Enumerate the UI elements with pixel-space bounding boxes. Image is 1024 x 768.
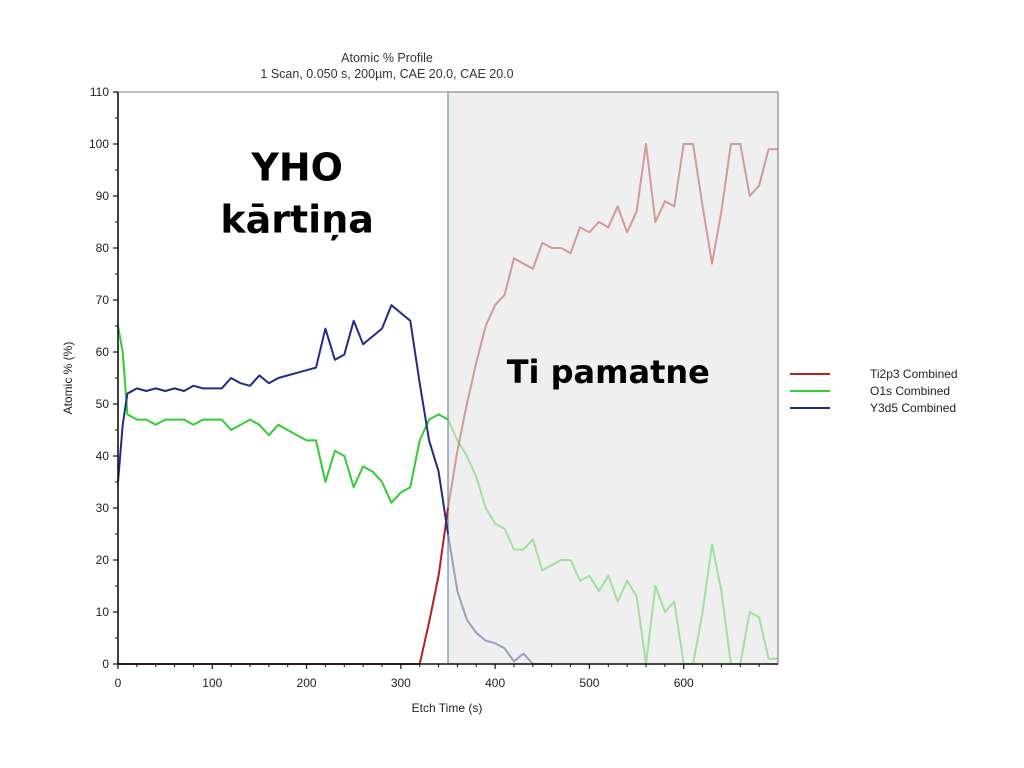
y-tick-label: 100 — [89, 137, 109, 151]
y-tick-label: 10 — [96, 605, 110, 619]
x-axis-label: Etch Time (s) — [412, 701, 483, 715]
y-tick-label: 90 — [96, 189, 110, 203]
y-axis-label: Atomic % (%) — [61, 342, 75, 415]
y-tick-label: 50 — [96, 397, 110, 411]
legend: Ti2p3 Combined O1s Combined Y3d5 Combined — [790, 367, 958, 415]
x-tick-label: 400 — [485, 676, 505, 690]
annotation-layer: YHO kārtiņa Ti pamatne — [220, 145, 709, 391]
legend-label-2: Y3d5 Combined — [870, 401, 956, 415]
substrate-shaded-region — [447, 91, 779, 665]
axes-layer: 0 10 20 30 40 50 60 70 80 90 100 110 0 100 200 300 400 50… — [89, 85, 778, 690]
series-line-0-etch — [118, 507, 449, 665]
x-tick-label: 200 — [297, 676, 317, 690]
y-tick-label: 0 — [102, 657, 109, 671]
x-tick-label: 300 — [391, 676, 411, 690]
chart-title: Atomic % Profile — [341, 51, 433, 65]
y-tick-label: 40 — [96, 449, 110, 463]
series-line-1-substrate — [447, 419, 778, 665]
legend-label-1: O1s Combined — [870, 384, 950, 398]
x-tick-label: 0 — [115, 676, 122, 690]
y-tick-label: 110 — [90, 85, 109, 99]
series-line-1-etch — [117, 325, 449, 504]
chart-subtitle: 1 Scan, 0.050 s, 200µm, CAE 20.0, CAE 20… — [260, 67, 513, 81]
x-tick-label: 100 — [202, 676, 222, 690]
series-line-0-substrate — [447, 143, 778, 509]
annotation-label-0: YHO — [250, 145, 343, 189]
series-line-2-etch — [117, 304, 449, 535]
x-tick-label: 500 — [579, 676, 599, 690]
legend-label-0: Ti2p3 Combined — [870, 367, 958, 381]
y-tick-label: 20 — [96, 553, 110, 567]
y-tick-label: 60 — [96, 345, 110, 359]
y-tick-label: 80 — [96, 241, 110, 255]
x-tick-label: 600 — [674, 676, 694, 690]
y-tick-label: 30 — [96, 501, 110, 515]
y-tick-label: 70 — [96, 293, 110, 307]
annotation-label-2: Ti pamatne — [507, 353, 710, 391]
annotation-label-1: kārtiņa — [220, 197, 374, 241]
